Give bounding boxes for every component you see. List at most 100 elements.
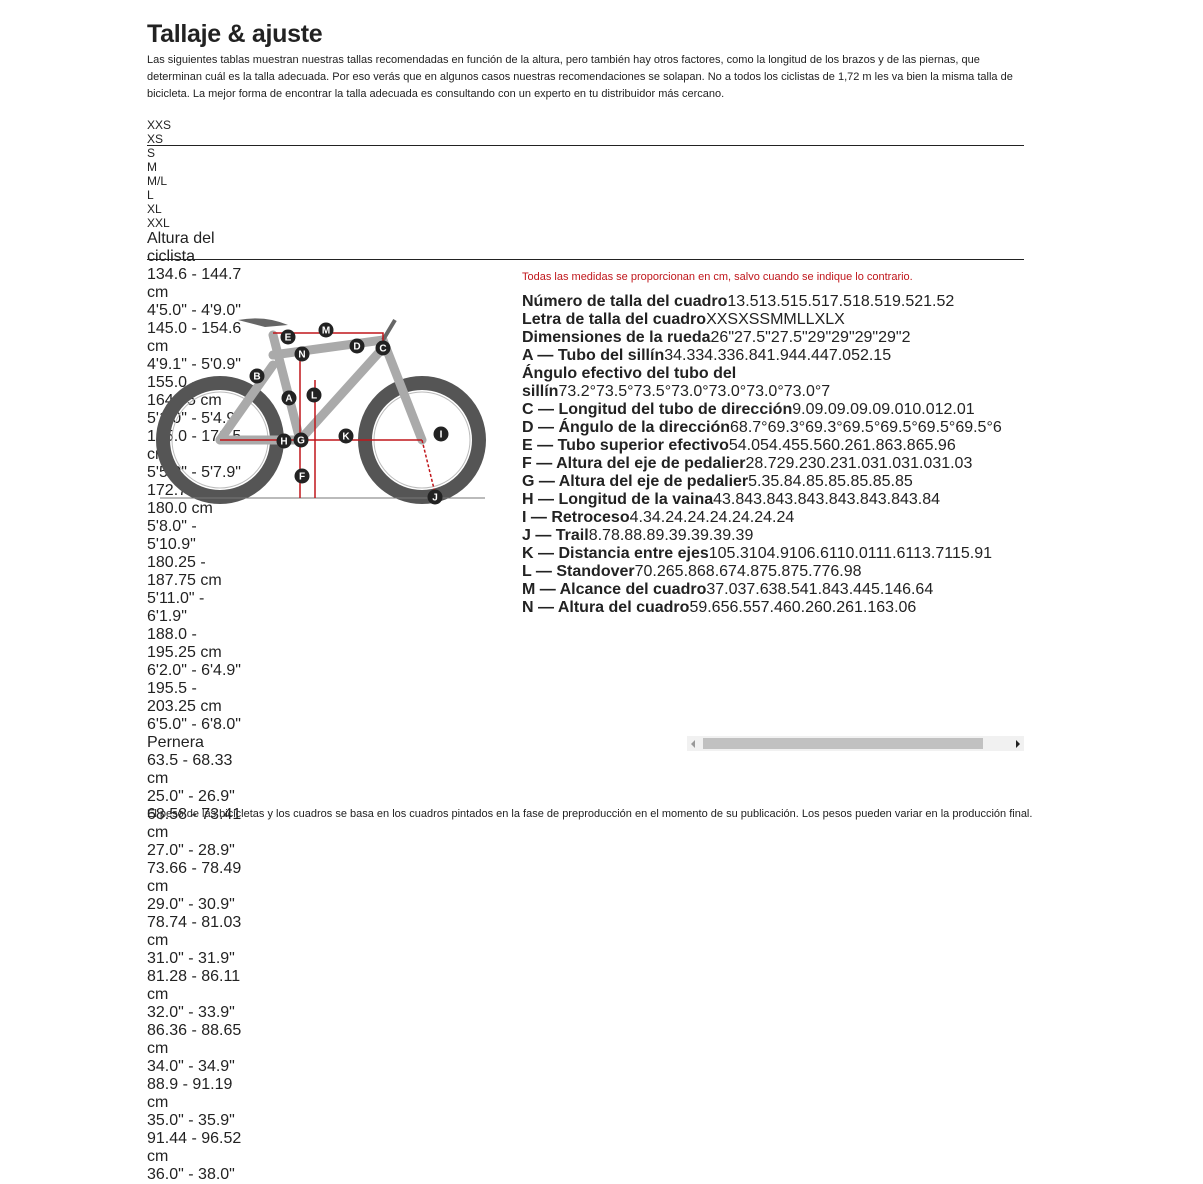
geometry-value: 5.8 (814, 473, 838, 490)
geometry-row: A — Tubo del sillín34.334.336.841.944.44… (522, 347, 1024, 365)
geometry-value: 5 (903, 473, 913, 490)
geometry-value: 57.4 (751, 599, 783, 616)
geometry-value: 29" (831, 329, 855, 346)
geometry-value: 21.5 (914, 293, 946, 310)
geometry-value: 69.5° (955, 419, 993, 436)
geometry-value: 26" (710, 329, 734, 346)
geometry-label: Dimensiones de la rueda (522, 329, 711, 346)
geometry-value: 29.2 (776, 455, 808, 472)
geometry-value: 63.8 (884, 437, 916, 454)
geometry-value: 69.3° (767, 419, 806, 436)
geometry-value: 7 (821, 383, 831, 400)
row-label: Altura del ciclista (147, 230, 215, 265)
geometry-value: 5.8 (837, 473, 860, 490)
size-cell-line: 5'11.0" - 6'1.9" (147, 590, 205, 625)
intro: Las siguientes tablas muestran nuestras … (147, 54, 1013, 100)
geometry-value: 4 (924, 581, 934, 598)
size-cell: 81.28 - 86.11 cm 32.0" - 33.9" (147, 968, 247, 1022)
size-header: XL (147, 202, 162, 216)
label-badge (294, 346, 310, 362)
geometry-value: 27.5" (734, 329, 771, 346)
geometry-value: 69.5° (917, 419, 956, 436)
diagram-label: H (280, 437, 287, 448)
geometry-value: 2 (901, 329, 911, 346)
geometry-label: D — Ángulo de la dirección (522, 419, 731, 436)
size-cell-line: 34.0" - 34.9" (147, 1058, 235, 1075)
geometry-value: 6 (992, 419, 1002, 436)
geometry-value: 31.0 (901, 455, 933, 472)
geometry-value: 9.0 (792, 401, 815, 418)
geometry-value: 28.7 (745, 455, 777, 472)
geometry-value: 69.3° (805, 419, 843, 436)
scrollbar[interactable] (687, 736, 1024, 751)
geometry-value: 69.5° (842, 419, 881, 436)
geometry-value: 36.8 (726, 347, 758, 364)
size-cell-line: 63.5 - 68.33 cm (147, 752, 233, 787)
geometry-label: K — Distancia entre ejes (522, 545, 709, 562)
size-header: M/L (147, 174, 168, 188)
diagram-label: D (353, 342, 360, 353)
geometry-label: Letra de talla del cuadro (522, 311, 707, 328)
geometry-value: 4 (931, 491, 941, 508)
geometry-value: 29" (807, 329, 832, 346)
geometry-row: E — Tubo superior efectivo54.054.455.560… (522, 437, 1024, 455)
diagram-label: J (432, 493, 438, 504)
size-cell: 180.25 - 187.75 cm 5'11.0" - 6'1.9" (147, 554, 247, 626)
geometry-value: 43.8 (837, 491, 869, 508)
size-header: M (147, 160, 157, 174)
row-label: Pernera (147, 734, 204, 751)
size-header: XXS (147, 118, 172, 132)
size-cell-line: 27.0" - 28.9" (147, 842, 235, 859)
size-cell-line: 73.66 - 78.49 cm (147, 860, 242, 895)
geometry-row: K — Distancia entre ejes105.3104.9106.61… (522, 545, 1024, 563)
geometry-value: 73.2° (558, 383, 596, 400)
geometry-value: 4.3 (629, 509, 652, 526)
geometry-value: 9.3 (699, 527, 723, 544)
geometry-value: 5.8 (881, 473, 904, 490)
size-cell-line: 81.28 - 86.11 cm (147, 968, 241, 1003)
geometry-value: 41.9 (757, 347, 789, 364)
geometry-row: Número de talla del cuadro13.513.515.517… (522, 293, 1024, 311)
geometry-label: M — Alcance del cuadro (522, 581, 707, 598)
geometry-value: 4.2 (696, 509, 719, 526)
geometry-value: S (759, 311, 771, 328)
geometry-value: 43.8 (806, 491, 838, 508)
geometry-value: 2 (945, 293, 955, 310)
geometry-row: J — Trail8.78.88.89.39.39.39.39 (522, 527, 1024, 545)
size-cell-line: 5'8.0" - 5'10.9" (147, 518, 197, 553)
geometry-value: 65.9 (915, 437, 947, 454)
geometry-value: 106.6 (788, 545, 829, 562)
size-cell-line: 32.0" - 33.9" (147, 1004, 235, 1021)
diagram-label: I (440, 430, 443, 441)
geometry-value: 31.0 (870, 455, 902, 472)
footer-note: El peso de las bicicletas y los cuadros … (147, 808, 1033, 820)
diagram-label: F (299, 472, 305, 483)
geometry-value: 8 (852, 563, 862, 580)
geometry-value: 75.8 (759, 563, 791, 580)
label-badge (280, 329, 296, 345)
geometry-value: 47.0 (819, 347, 852, 364)
geometry-row: D — Ángulo de la dirección68.7°69.3°69.3… (522, 419, 1024, 437)
size-cell-line: 31.0" - 31.9" (147, 950, 235, 967)
geometry-value: 10.0 (903, 401, 935, 418)
geometry-row: Letra de talla del cuadroXXSXSSMMLLXLX (522, 311, 1024, 329)
geometry-label: Ángulo efectivo del tubo del sillín (522, 365, 737, 400)
header-row (147, 118, 1024, 146)
size-cell-line: 78.74 - 81.03 cm (147, 914, 242, 949)
diagram-label: C (379, 344, 386, 355)
label-badge (318, 322, 334, 338)
geometry-value: 115.9 (944, 545, 984, 562)
geometry-value: 8.8 (633, 527, 656, 544)
geometry-value: L (805, 311, 815, 328)
size-cell-line: 145.0 - 154.6 cm (147, 320, 242, 355)
geometry-value: 5.8 (859, 473, 882, 490)
size-header: XS (147, 132, 164, 146)
geometry-value: XL (814, 311, 835, 328)
size-cell: 155.0 - 164.75 cm 5'1.0" - 5'4.9" (147, 374, 247, 428)
geometry-value: 38.5 (768, 581, 800, 598)
geometry-value: 68.7° (730, 419, 768, 436)
geometry-value: 6 (907, 599, 917, 616)
size-cell-line: 188.0 - 195.25 cm (147, 626, 222, 661)
diagram-label: B (253, 372, 260, 383)
geometry-row: Ángulo efectivo del tubo del sillín73.2°… (522, 365, 1024, 401)
